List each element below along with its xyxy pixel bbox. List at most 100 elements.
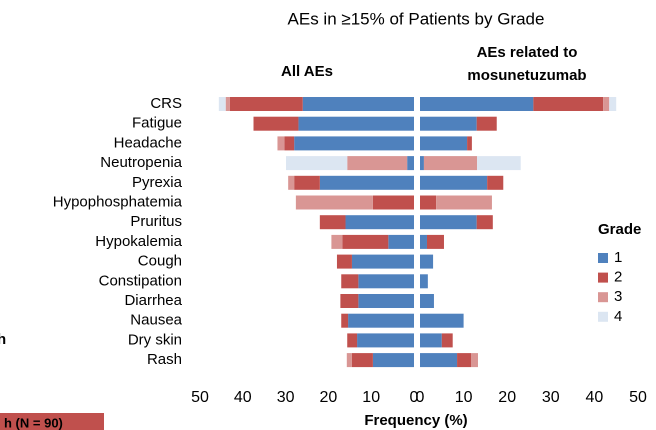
- bar-segment: [487, 175, 504, 190]
- bar-segment: [420, 274, 428, 289]
- bar-segment: [420, 215, 477, 230]
- bar-segment: [302, 97, 414, 111]
- bar-segment: [423, 156, 478, 171]
- bar-segment: [218, 97, 226, 111]
- bar-segment: [294, 136, 414, 151]
- bar-segment: [358, 274, 414, 289]
- cropped-box: [0, 413, 104, 430]
- category-label: Neutropenia: [100, 154, 182, 171]
- bar-segment: [420, 234, 427, 249]
- bar-segment: [319, 215, 346, 230]
- x-tick-label: 30: [542, 389, 560, 406]
- category-label: Hypokalemia: [95, 233, 182, 250]
- x-tick-label: 50: [629, 389, 647, 406]
- x-tick-label: 20: [320, 389, 338, 406]
- bar-segment: [253, 116, 299, 131]
- x-tick-label: 10: [362, 389, 380, 406]
- panel-title: AEs related to mosunetuzumab: [467, 44, 587, 84]
- bar-segment: [457, 353, 472, 368]
- bar-segment: [471, 353, 478, 368]
- x-tick-label: 20: [498, 389, 516, 406]
- category-label: Dry skin: [128, 331, 182, 348]
- bar-segment: [295, 195, 373, 210]
- category-label: Cough: [138, 253, 182, 270]
- bar-segment: [342, 234, 389, 249]
- category-label: Hypophosphatemia: [53, 193, 183, 210]
- bar-segment: [351, 254, 414, 269]
- bar-segment: [420, 175, 488, 190]
- bar-segment: [372, 353, 414, 368]
- legend-label: 2: [614, 269, 622, 286]
- category-label: Pyrexia: [132, 174, 183, 191]
- bar-segment: [420, 333, 442, 348]
- bar-segment: [346, 353, 352, 368]
- bar-segment: [420, 294, 434, 308]
- bar-segment: [286, 156, 348, 171]
- bar-segment: [372, 195, 414, 210]
- bar-segment: [284, 136, 295, 151]
- bar-segment: [388, 234, 414, 249]
- bar-segment: [341, 274, 359, 289]
- bar-segment: [476, 116, 497, 131]
- bar-segment: [294, 175, 320, 190]
- legend-label: 4: [614, 308, 622, 325]
- category-label: Nausea: [130, 312, 182, 329]
- bar-segment: [426, 234, 444, 249]
- bar-segment: [420, 156, 424, 171]
- legend-label: 3: [614, 288, 622, 305]
- bar-segment: [420, 254, 434, 269]
- bar-segment: [609, 97, 617, 111]
- bar-segment: [358, 294, 414, 308]
- x-tick-label: 50: [191, 389, 209, 406]
- x-tick-label: 10: [455, 389, 473, 406]
- bar-segment: [420, 136, 468, 151]
- category-label: Fatigue: [132, 115, 182, 132]
- bar-segment: [420, 97, 534, 111]
- legend-swatch: [598, 292, 608, 303]
- bar-segment: [348, 313, 414, 328]
- bar-segment: [420, 313, 464, 328]
- x-tick-label: 0: [410, 389, 419, 406]
- bar-segment: [357, 333, 414, 348]
- bar-segment: [477, 156, 521, 171]
- bar-segment: [340, 294, 359, 308]
- x-tick-label: 0: [416, 389, 425, 406]
- x-axis-label: Frequency (%): [364, 412, 467, 429]
- category-label: CRS: [150, 95, 182, 112]
- panel-title: All AEs: [281, 63, 333, 80]
- cropped-box-text: h (N = 90): [4, 415, 63, 430]
- bar-segment: [347, 333, 358, 348]
- category-label: Headache: [114, 134, 182, 151]
- legend-swatch: [598, 272, 608, 283]
- bar-segment: [319, 175, 414, 190]
- bar-segment: [298, 116, 414, 131]
- bar-segment: [277, 136, 285, 151]
- chart-title: AEs in ≥15% of Patients by Grade: [288, 9, 545, 28]
- bar-segment: [436, 195, 492, 210]
- bar-segment: [420, 195, 437, 210]
- bar-segment: [345, 215, 414, 230]
- category-label: Pruritus: [130, 213, 182, 230]
- bar-segment: [288, 175, 295, 190]
- bar-segment: [420, 353, 458, 368]
- bar-segment: [420, 116, 477, 131]
- x-tick-label: 30: [277, 389, 295, 406]
- category-label: Diarrhea: [124, 292, 182, 309]
- legend-title: Grade: [598, 221, 641, 238]
- legend-label: 1: [614, 249, 622, 266]
- bar-segment: [229, 97, 303, 111]
- legend-swatch: [598, 253, 608, 263]
- bar-segment: [603, 97, 610, 111]
- bar-segment: [467, 136, 472, 151]
- bar-segment: [441, 333, 453, 348]
- bar-segment: [347, 156, 408, 171]
- bar-segment: [351, 353, 373, 368]
- cropped-text: h: [0, 331, 6, 348]
- category-label: Constipation: [99, 272, 182, 289]
- bar-segment: [533, 97, 604, 111]
- legend-swatch: [598, 311, 608, 322]
- bar-segment: [225, 97, 230, 111]
- x-tick-label: 40: [234, 389, 252, 406]
